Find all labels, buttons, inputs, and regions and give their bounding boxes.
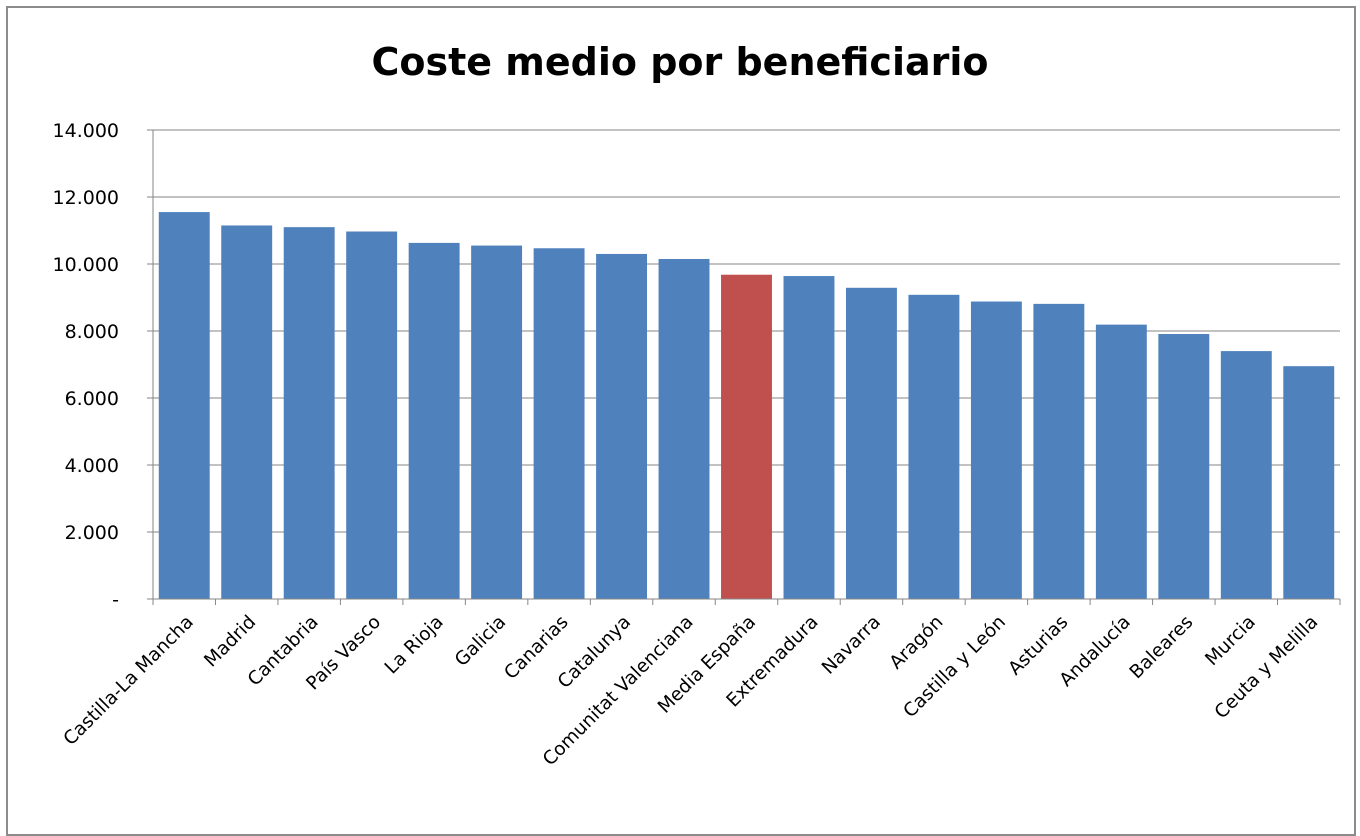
- x-category-label: Galicia: [451, 612, 510, 671]
- bar-asturias: [1033, 303, 1085, 599]
- bar-comunitat-valenciana: [658, 258, 710, 599]
- y-tick-label: 10.000: [53, 254, 119, 276]
- chart-title: Coste medio por beneficiario: [371, 40, 989, 84]
- y-tick-label: 8.000: [65, 321, 119, 343]
- bar-madrid: [221, 225, 273, 599]
- x-category-label: La Rioja: [381, 612, 448, 679]
- bar-ceuta-y-melilla: [1283, 366, 1335, 599]
- bar-navarra: [845, 287, 897, 599]
- x-category-label: Navarra: [818, 612, 885, 679]
- x-category-label: Baleares: [1126, 612, 1197, 683]
- bar-extremadura: [783, 276, 835, 599]
- x-category-label: Aragón: [886, 612, 948, 674]
- x-category-label: Madrid: [200, 612, 260, 672]
- bar-pa-s-vasco: [346, 231, 398, 599]
- bar-canarias: [533, 248, 585, 599]
- x-category-label: Castilla-La Mancha: [60, 612, 198, 750]
- y-tick-label: -: [112, 589, 119, 611]
- bars: [158, 212, 1335, 599]
- bar-castilla-la-mancha: [158, 212, 210, 599]
- bar-media-espa-a: [721, 274, 772, 599]
- x-category-label: Murcia: [1201, 612, 1259, 670]
- bar-galicia: [471, 245, 523, 599]
- y-tick-label: 12.000: [53, 187, 119, 209]
- bar-castilla-y-le-n: [970, 301, 1022, 599]
- bar-arag-n: [908, 294, 960, 599]
- bar-la-rioja: [408, 242, 460, 599]
- bar-baleares: [1158, 334, 1210, 599]
- y-axis-tick-labels: - 2.000 4.000 6.000 8.000 10.000 12.000 14.000: [53, 120, 119, 611]
- bar-murcia: [1220, 351, 1272, 599]
- y-tick-label: 14.000: [53, 120, 119, 142]
- y-tick-label: 2.000: [65, 522, 119, 544]
- axes: [152, 130, 1341, 605]
- y-tick-label: 6.000: [65, 388, 119, 410]
- y-tick-label: 4.000: [65, 455, 119, 477]
- bar-catalunya: [596, 253, 648, 599]
- bar-cantabria: [283, 227, 335, 599]
- bar-andaluc-a: [1095, 324, 1147, 599]
